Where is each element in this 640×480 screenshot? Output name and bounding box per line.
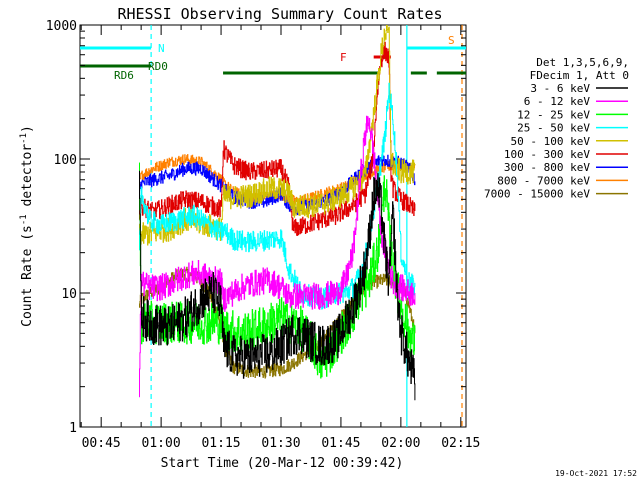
legend-label: 3 - 6 keV — [530, 82, 590, 95]
legend-label: 300 - 800 keV — [504, 161, 590, 174]
x-axis: 00:45 01:00 01:15 01:30 01:45 02:00 02:15 — [80, 25, 480, 451]
legend-label: 25 - 50 keV — [517, 122, 590, 135]
legend-label: 50 - 100 keV — [511, 135, 591, 148]
flag-rd6-label: RD6 — [114, 69, 134, 82]
count-rate-series — [139, 25, 416, 401]
legend-header-1: Det 1,3,5,6,9, — [536, 56, 629, 69]
x-tick-label: 01:00 — [142, 436, 181, 451]
y-tick-label: 1 — [69, 421, 77, 436]
x-axis-label: Start Time (20-Mar-12 00:39:42) — [161, 456, 404, 471]
observing-flags — [80, 46, 466, 75]
y-tick-label: 100 — [54, 153, 77, 168]
legend-label: 7000 - 15000 keV — [484, 188, 590, 201]
series-100-300keV — [139, 41, 416, 236]
series-3-6keV — [139, 170, 416, 401]
x-tick-label: 02:00 — [381, 436, 420, 451]
legend: Det 1,3,5,6,9, FDecim 1, Att 0 3 - 6 keV… — [484, 56, 629, 201]
legend-header-2: FDecim 1, Att 0 — [530, 69, 629, 82]
y-axis-label: Count Rate (s-1 detector-1) — [19, 125, 35, 327]
flag-f-label: F — [340, 51, 347, 64]
flag-rd0-label: RD0 — [148, 60, 168, 73]
plot-frame — [79, 24, 467, 428]
flag-s-label: S — [448, 34, 455, 47]
x-tick-label: 01:15 — [201, 436, 240, 451]
x-tick-label: 02:15 — [441, 436, 480, 451]
y-tick-label: 1000 — [46, 19, 77, 34]
x-tick-label: 01:45 — [321, 436, 360, 451]
x-tick-label: 00:45 — [82, 436, 121, 451]
chart-title: RHESSI Observing Summary Count Rates — [117, 5, 442, 23]
timestamp: 19-Oct-2021 17:52 — [555, 469, 637, 478]
x-tick-label: 01:30 — [261, 436, 300, 451]
event-lines — [150, 25, 463, 427]
legend-label: 12 - 25 keV — [517, 108, 590, 121]
flag-n-label: N — [158, 42, 165, 55]
legend-label: 800 - 7000 keV — [497, 174, 590, 187]
legend-label: 100 - 300 keV — [504, 148, 590, 161]
y-tick-label: 10 — [61, 287, 77, 302]
legend-label: 6 - 12 keV — [524, 95, 591, 108]
series-6-12keV — [139, 115, 416, 398]
y-axis: 1 10 100 1000 — [46, 19, 466, 436]
